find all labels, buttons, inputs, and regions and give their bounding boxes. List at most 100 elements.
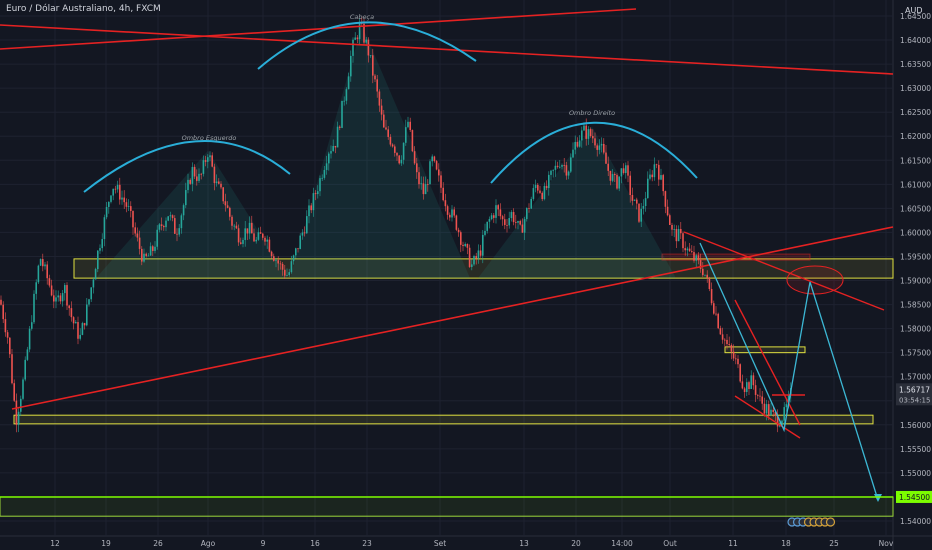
candle-body [372,55,374,76]
candle-body [691,251,693,253]
candle-body [754,385,757,395]
candle-body [556,165,559,167]
candle-body [787,394,790,405]
candle-body [191,166,194,184]
candle-body [308,205,310,217]
candle-body [125,202,128,207]
candle-body [242,239,244,244]
candle-body [440,175,442,188]
candle-body [61,293,64,302]
target-price-badge [896,490,932,503]
candle-body [750,375,752,389]
candle-body [306,216,308,234]
x-tick-label: 16 [310,539,320,548]
left-shoulder-arc [83,140,291,193]
candle-body [411,130,414,152]
candle-body [581,130,583,141]
candle-body [479,250,482,256]
candle-body [105,206,108,218]
candle-body [499,209,502,217]
event-icon[interactable] [825,517,836,527]
candle-body [741,381,744,389]
candle-body [108,201,110,207]
candle-body [295,248,297,256]
candle-body [130,206,132,211]
time-axis[interactable]: 12 19 26 Ago 9 16 23 Set 13 20 14:00 Out 11 18 25 Nov [50,539,894,548]
candle-body [609,170,612,181]
candle-body [39,259,42,266]
candle-body [66,285,68,306]
pattern-shading [96,25,676,279]
y-tick-label: 1.55500 [900,445,931,454]
candle-body [631,194,634,201]
candle-body [402,142,405,160]
candle-body [598,145,601,150]
candle-body [356,37,359,40]
candle-body [165,220,167,228]
candle-body [548,174,550,189]
candle-body [726,339,728,345]
candle-body [222,187,224,202]
candle-body [310,205,312,211]
candle-body [600,143,603,146]
retest-ellipse [786,265,844,295]
candle-body [31,322,33,329]
candle-body [314,193,317,195]
candle-body [147,255,150,257]
channel-top-line [683,231,885,311]
candle-body [526,208,528,220]
candle-body [132,210,134,228]
candle-body [567,171,570,176]
price-axis[interactable]: 1.64500 1.64000 1.63500 1.63000 1.62500 1.620… [896,12,932,526]
candle-body [237,228,240,243]
candle-body [743,388,746,392]
candle-body [167,216,169,221]
candle-body [708,277,711,290]
candle-body [22,379,24,399]
candle-body [376,79,378,92]
candle-body [541,192,543,200]
candle-body [224,201,227,206]
candle-body [649,174,651,179]
candle-body [457,229,460,233]
projection-arrowhead [874,494,882,502]
candle-body [728,344,730,345]
candle-body [512,212,515,223]
y-tick-label: 1.57000 [900,373,931,382]
candle-body [607,163,609,171]
candle-body [662,175,664,192]
candle-body [763,403,766,414]
candle-body [783,407,785,421]
candle-body [585,125,587,139]
candle-body [464,243,466,247]
candle-body [189,179,191,184]
x-tick-label: 12 [50,539,60,548]
candle-body [301,232,304,236]
candle-body [737,358,739,365]
candle-body [0,299,2,305]
candle-body [15,400,18,425]
candle-body [273,256,275,261]
projection-path [699,242,879,501]
candle-body [413,151,416,164]
candle-body [26,349,29,360]
head-arc [257,21,477,70]
x-tick-label: 13 [519,539,529,548]
candle-body [220,183,222,188]
candle-body [559,166,561,168]
candle-body [504,219,506,226]
candle-body [187,179,189,191]
candle-body [620,168,623,177]
candle-body [532,188,535,199]
candle-body [209,155,211,158]
candle-body [218,181,220,184]
candle-body [207,157,209,162]
x-tick-label: 19 [101,539,111,548]
candle-body [312,193,315,211]
candle-body [765,404,768,414]
candle-body [178,228,180,235]
upper-trend-line [0,8,637,50]
candle-body [352,39,354,56]
event-icons[interactable] [787,517,836,527]
